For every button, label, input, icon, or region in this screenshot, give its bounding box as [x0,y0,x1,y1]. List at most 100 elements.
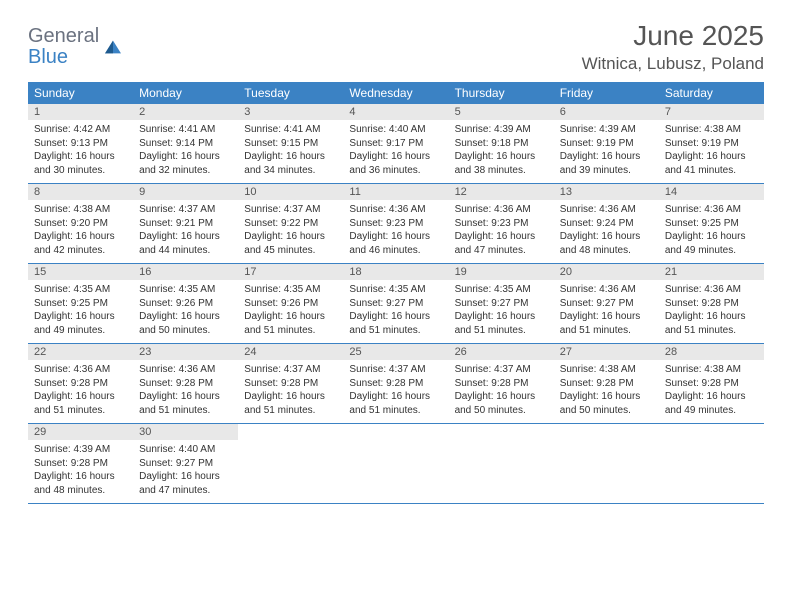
daylight-text: Daylight: 16 hours and 45 minutes. [244,230,337,257]
day-detail-row: Sunrise: 4:36 AMSunset: 9:28 PMDaylight:… [28,360,764,424]
sunrise-text: Sunrise: 4:37 AM [349,363,442,377]
sunset-text: Sunset: 9:28 PM [34,457,127,471]
logo-text-block: General Blue [28,26,99,68]
day-number-cell: 15 [28,264,133,281]
day-detail-cell: Sunrise: 4:42 AMSunset: 9:13 PMDaylight:… [28,120,133,184]
day-detail-cell: Sunrise: 4:35 AMSunset: 9:26 PMDaylight:… [238,280,343,344]
sunrise-text: Sunrise: 4:35 AM [34,283,127,297]
weekday-header: Tuesday [238,82,343,104]
day-number-row: 1234567 [28,104,764,120]
day-number-cell [449,424,554,441]
sunset-text: Sunset: 9:26 PM [139,297,232,311]
day-detail-cell [554,440,659,504]
day-number-row: 15161718192021 [28,264,764,281]
day-detail-row: Sunrise: 4:35 AMSunset: 9:25 PMDaylight:… [28,280,764,344]
day-detail-cell: Sunrise: 4:41 AMSunset: 9:15 PMDaylight:… [238,120,343,184]
sunrise-text: Sunrise: 4:35 AM [455,283,548,297]
sunset-text: Sunset: 9:24 PM [560,217,653,231]
day-number-cell: 10 [238,184,343,201]
sunset-text: Sunset: 9:22 PM [244,217,337,231]
daylight-text: Daylight: 16 hours and 49 minutes. [34,310,127,337]
day-number-cell: 2 [133,104,238,120]
sunrise-text: Sunrise: 4:36 AM [349,203,442,217]
logo-triangle-icon [103,39,123,55]
day-detail-cell: Sunrise: 4:35 AMSunset: 9:25 PMDaylight:… [28,280,133,344]
sunset-text: Sunset: 9:20 PM [34,217,127,231]
day-number-cell: 22 [28,344,133,361]
daylight-text: Daylight: 16 hours and 38 minutes. [455,150,548,177]
location: Witnica, Lubusz, Poland [582,54,764,74]
sunrise-text: Sunrise: 4:35 AM [139,283,232,297]
day-detail-cell: Sunrise: 4:36 AMSunset: 9:28 PMDaylight:… [28,360,133,424]
weekday-header: Thursday [449,82,554,104]
day-number-cell: 24 [238,344,343,361]
day-number-cell: 20 [554,264,659,281]
sunrise-text: Sunrise: 4:35 AM [349,283,442,297]
title-block: June 2025 Witnica, Lubusz, Poland [582,20,764,74]
day-detail-cell: Sunrise: 4:39 AMSunset: 9:19 PMDaylight:… [554,120,659,184]
day-detail-cell: Sunrise: 4:38 AMSunset: 9:28 PMDaylight:… [554,360,659,424]
day-number-cell: 17 [238,264,343,281]
sunrise-text: Sunrise: 4:36 AM [34,363,127,377]
sunset-text: Sunset: 9:14 PM [139,137,232,151]
day-number-cell: 21 [659,264,764,281]
day-number-cell [554,424,659,441]
day-detail-cell: Sunrise: 4:39 AMSunset: 9:18 PMDaylight:… [449,120,554,184]
sunset-text: Sunset: 9:28 PM [560,377,653,391]
sunrise-text: Sunrise: 4:38 AM [665,123,758,137]
sunrise-text: Sunrise: 4:37 AM [139,203,232,217]
sunset-text: Sunset: 9:28 PM [349,377,442,391]
day-detail-cell: Sunrise: 4:36 AMSunset: 9:25 PMDaylight:… [659,200,764,264]
daylight-text: Daylight: 16 hours and 51 minutes. [665,310,758,337]
day-number-cell: 6 [554,104,659,120]
calendar-header-row: SundayMondayTuesdayWednesdayThursdayFrid… [28,82,764,104]
weekday-header: Wednesday [343,82,448,104]
day-number-cell: 3 [238,104,343,120]
sunset-text: Sunset: 9:25 PM [34,297,127,311]
daylight-text: Daylight: 16 hours and 36 minutes. [349,150,442,177]
sunrise-text: Sunrise: 4:39 AM [34,443,127,457]
day-number-cell: 11 [343,184,448,201]
sunrise-text: Sunrise: 4:40 AM [349,123,442,137]
day-detail-cell [343,440,448,504]
sunrise-text: Sunrise: 4:37 AM [244,363,337,377]
daylight-text: Daylight: 16 hours and 34 minutes. [244,150,337,177]
sunset-text: Sunset: 9:25 PM [665,217,758,231]
calendar-body: 1234567Sunrise: 4:42 AMSunset: 9:13 PMDa… [28,104,764,504]
day-detail-cell: Sunrise: 4:35 AMSunset: 9:26 PMDaylight:… [133,280,238,344]
sunset-text: Sunset: 9:28 PM [244,377,337,391]
logo-text-general: General [28,25,99,47]
sunrise-text: Sunrise: 4:36 AM [560,283,653,297]
daylight-text: Daylight: 16 hours and 51 minutes. [34,390,127,417]
day-number-cell: 14 [659,184,764,201]
logo-text-blue: Blue [28,46,68,68]
day-number-cell: 27 [554,344,659,361]
day-detail-cell [238,440,343,504]
daylight-text: Daylight: 16 hours and 50 minutes. [560,390,653,417]
day-number-cell: 16 [133,264,238,281]
daylight-text: Daylight: 16 hours and 39 minutes. [560,150,653,177]
calendar-page: General Blue June 2025 Witnica, Lubusz, … [0,0,792,524]
day-number-cell: 18 [343,264,448,281]
sunrise-text: Sunrise: 4:37 AM [455,363,548,377]
day-number-cell: 26 [449,344,554,361]
day-number-row: 891011121314 [28,184,764,201]
header: General Blue June 2025 Witnica, Lubusz, … [28,20,764,74]
day-detail-cell: Sunrise: 4:36 AMSunset: 9:28 PMDaylight:… [133,360,238,424]
day-detail-cell: Sunrise: 4:35 AMSunset: 9:27 PMDaylight:… [449,280,554,344]
logo: General Blue [28,20,123,68]
day-number-cell: 1 [28,104,133,120]
day-detail-cell: Sunrise: 4:36 AMSunset: 9:27 PMDaylight:… [554,280,659,344]
day-detail-cell: Sunrise: 4:36 AMSunset: 9:28 PMDaylight:… [659,280,764,344]
day-number-cell: 25 [343,344,448,361]
weekday-header: Sunday [28,82,133,104]
day-detail-cell [659,440,764,504]
day-number-cell: 7 [659,104,764,120]
day-detail-cell: Sunrise: 4:37 AMSunset: 9:28 PMDaylight:… [449,360,554,424]
day-number-cell: 23 [133,344,238,361]
day-detail-cell: Sunrise: 4:38 AMSunset: 9:19 PMDaylight:… [659,120,764,184]
day-number-cell: 30 [133,424,238,441]
daylight-text: Daylight: 16 hours and 49 minutes. [665,230,758,257]
sunrise-text: Sunrise: 4:36 AM [455,203,548,217]
day-detail-cell: Sunrise: 4:38 AMSunset: 9:20 PMDaylight:… [28,200,133,264]
